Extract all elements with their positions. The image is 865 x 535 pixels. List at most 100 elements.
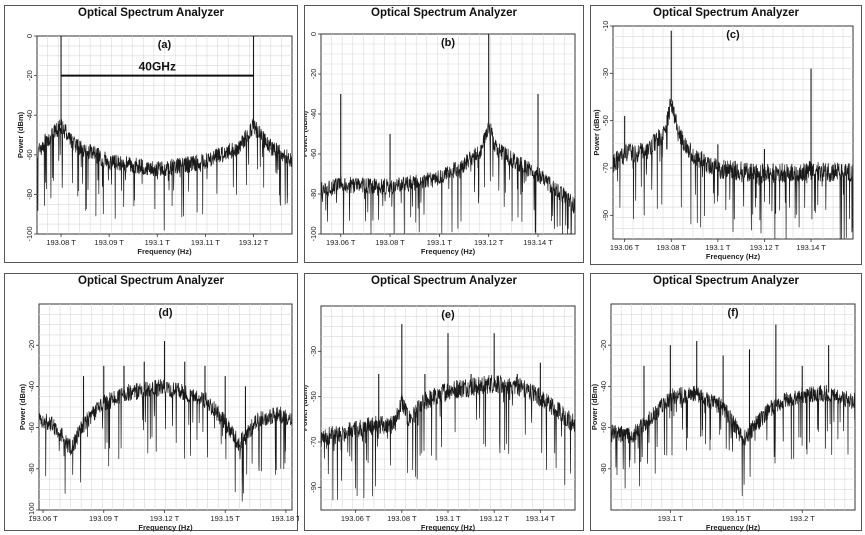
- x-tick-label: 193.11 T: [191, 238, 220, 247]
- x-tick-label: 193.15 T: [722, 514, 752, 523]
- y-tick-label: -100: [309, 226, 318, 241]
- x-tick-label: 193.08 T: [657, 243, 687, 252]
- x-tick-label: 193.12 T: [239, 238, 269, 247]
- y-axis-label: Power (dBm): [16, 111, 25, 158]
- y-axis-label: Power (dBm): [591, 383, 599, 430]
- y-tick-label: -70: [601, 163, 610, 174]
- y-tick-label: -90: [601, 210, 610, 221]
- spectrum-panel-b: Optical Spectrum Analyzer 193.06 T 193.08…: [304, 5, 584, 263]
- x-tick-label: 193.1 T: [658, 514, 684, 523]
- spectrum-trace: [613, 98, 853, 239]
- panel-title: Optical Spectrum Analyzer: [78, 7, 224, 19]
- y-tick-label: -100: [27, 502, 36, 517]
- x-tick-label: 193.14 T: [523, 238, 553, 247]
- panel-title: Optical Spectrum Analyzer: [78, 275, 224, 287]
- y-tick-label: -20: [309, 69, 318, 80]
- x-tick-label: 193.12 T: [750, 243, 780, 252]
- x-tick-label: 193.12 T: [150, 514, 180, 523]
- x-axis-label: Frequency (Hz): [706, 252, 761, 261]
- x-axis-label: Frequency (Hz): [706, 523, 761, 532]
- y-tick-label: -10: [601, 21, 610, 32]
- y-tick-label: -50: [309, 391, 318, 402]
- x-tick-label: 193.12 T: [474, 238, 504, 247]
- spectrum-trace: [611, 384, 855, 497]
- panel-label: (e): [441, 309, 455, 321]
- y-tick-label: -40: [599, 381, 608, 392]
- y-tick-label: -80: [599, 463, 608, 474]
- spectrum-trace: [37, 118, 292, 231]
- x-axis-label: Frequency (Hz): [138, 523, 193, 532]
- x-tick-label: 193.08 T: [46, 238, 76, 247]
- x-tick-label: 193.1 T: [435, 514, 461, 523]
- x-tick-label: 193.14 T: [796, 243, 826, 252]
- y-tick-label: -40: [309, 109, 318, 120]
- grid: [321, 34, 575, 234]
- y-tick-label: -100: [25, 226, 34, 241]
- y-tick-label: -90: [309, 482, 318, 493]
- y-tick-label: -30: [309, 346, 318, 357]
- y-tick-label: 0: [309, 32, 318, 36]
- y-tick-label: -50: [601, 115, 610, 126]
- x-tick-label: 193.1 T: [145, 238, 171, 247]
- spectrum-chart-d: 193.06 T 193.09 T 193.12 T 193.15 T 193.18 T…: [18, 303, 299, 532]
- x-tick-label: 193.1 T: [705, 243, 731, 252]
- x-tick-label: 193.06 T: [28, 514, 58, 523]
- x-axis-label: Frequency (Hz): [137, 247, 192, 256]
- spectrum-panel-f: Optical Spectrum Analyzer 193.1 T 193.15 …: [590, 273, 862, 532]
- spectrum-chart-b: 193.06 T 193.08 T 193.1 T 193.12 T 193.14 T 0…: [305, 32, 576, 256]
- grid: [611, 304, 855, 510]
- x-axis-label: Frequency (Hz): [421, 247, 476, 256]
- spectrum-panel-d: Optical Spectrum Analyzer 193.06 T 193.09…: [4, 273, 299, 532]
- spectrum-chart-c: 193.06 T 193.08 T 193.1 T 193.12 T 193.14 T -…: [592, 21, 854, 261]
- y-tick-label: 0: [25, 34, 34, 38]
- panel-label: (b): [441, 37, 455, 49]
- y-tick-label: -60: [309, 149, 318, 160]
- panel-label: (c): [726, 29, 740, 41]
- spacing-annotation-label: 40GHz: [139, 60, 176, 74]
- panel-title: Optical Spectrum Analyzer: [371, 275, 517, 287]
- x-tick-label: 193.15 T: [210, 514, 240, 523]
- y-tick-label: -70: [309, 437, 318, 448]
- x-axis-label: Frequency (Hz): [421, 523, 476, 532]
- y-axis-label: Power (dBm): [305, 384, 309, 431]
- x-tick-label: 193.14 T: [526, 514, 556, 523]
- x-tick-label: 193.08 T: [387, 514, 417, 523]
- y-tick-label: -80: [25, 189, 34, 200]
- spectrum-trace: [321, 374, 575, 501]
- y-tick-label: -80: [309, 189, 318, 200]
- panel-title: Optical Spectrum Analyzer: [371, 7, 517, 19]
- spectrum-panel-e: Optical Spectrum Analyzer 193.06 T 193.08…: [304, 273, 584, 532]
- y-tick-label: -40: [27, 381, 36, 392]
- panel-label: (d): [158, 307, 172, 319]
- x-tick-label: 193.06 T: [326, 238, 356, 247]
- panel-title: Optical Spectrum Analyzer: [653, 275, 799, 287]
- x-tick-label: 193.09 T: [94, 238, 124, 247]
- y-tick-label: -60: [599, 422, 608, 433]
- x-tick-label: 193.18 T: [271, 514, 299, 523]
- y-tick-label: -40: [25, 110, 34, 121]
- x-tick-label: 193.06 T: [341, 514, 371, 523]
- spectrum-trace: [39, 379, 292, 502]
- spectrum-panel-a: Optical Spectrum Analyzer 193.08 T 193.09…: [4, 5, 298, 263]
- y-tick-label: -20: [27, 340, 36, 351]
- y-axis-label: Power (dBm): [592, 109, 601, 156]
- grid: [613, 26, 853, 239]
- spectrum-chart-f: 193.1 T 193.15 T 193.2 T -20 -40 -60 -80 Freque…: [591, 303, 856, 532]
- y-axis-label: Power (dBm): [305, 110, 309, 157]
- x-tick-label: 193.1 T: [427, 238, 453, 247]
- y-tick-label: -60: [25, 149, 34, 160]
- y-axis-label: Power (dBm): [18, 383, 27, 430]
- panel-label: (a): [158, 39, 172, 51]
- panel-label: (f): [728, 307, 739, 319]
- x-tick-label: 193.09 T: [89, 514, 119, 523]
- x-tick-label: 193.2 T: [790, 514, 816, 523]
- spectrum-chart-e: 193.06 T 193.08 T 193.1 T 193.12 T 193.14 T -…: [305, 305, 576, 532]
- x-tick-label: 193.08 T: [375, 238, 405, 247]
- y-tick-label: -60: [27, 422, 36, 433]
- x-tick-label: 193.06 T: [610, 243, 640, 252]
- y-tick-label: -20: [599, 340, 608, 351]
- x-tick-label: 193.12 T: [479, 514, 509, 523]
- y-tick-label: -80: [27, 463, 36, 474]
- grid: [37, 36, 292, 234]
- y-tick-label: -20: [25, 70, 34, 81]
